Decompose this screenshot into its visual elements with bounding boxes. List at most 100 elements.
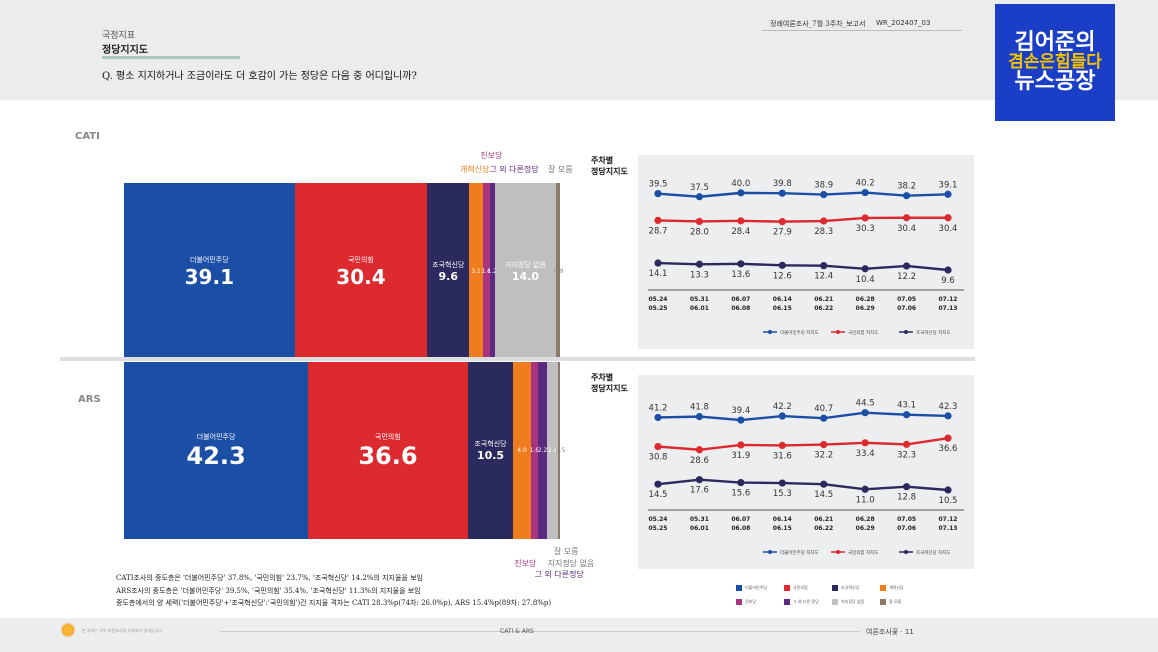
data-point xyxy=(902,262,911,270)
legend-item: 지지정당 없음 xyxy=(832,599,864,605)
data-label: 14.5 xyxy=(649,490,668,500)
data-label: 30.3 xyxy=(856,224,875,234)
data-label: 39.1 xyxy=(939,180,958,190)
data-point xyxy=(737,260,745,268)
footer-note: 본 자료는 모두 여론조사꽃 자체조사 결과입니다. xyxy=(82,628,164,633)
bar-segment-none: 2.4 xyxy=(547,362,558,539)
legend-color-swatch xyxy=(832,585,838,591)
data-label: 31.9 xyxy=(731,451,750,461)
data-point xyxy=(902,192,911,200)
data-label: 38.9 xyxy=(814,181,833,191)
data-label: 31.6 xyxy=(773,451,792,461)
data-label: 12.2 xyxy=(897,272,916,282)
x-tick-label: 05.31 xyxy=(690,296,709,303)
page-title: 정당지지도 xyxy=(102,45,148,56)
legend-color-swatch xyxy=(736,599,742,605)
data-label: 40.2 xyxy=(856,179,875,189)
header-category: 국정지표 xyxy=(102,31,136,41)
data-point xyxy=(861,439,869,447)
data-label: 32.3 xyxy=(897,450,916,460)
segment-value: 1.2 xyxy=(487,268,498,275)
data-point xyxy=(737,479,745,487)
data-label: 41.8 xyxy=(690,403,709,413)
data-label: 14.5 xyxy=(814,490,833,500)
external-label-reform: 개혁신당 xyxy=(459,165,490,174)
weekly-line-chart-cati: 39.5 37.5 40.0 39.8 38.9 40.2 38.2 39.1 28.7 28.0… xyxy=(648,179,964,336)
x-tick-label: 07.12 xyxy=(939,296,958,303)
data-point xyxy=(861,188,869,197)
x-tick-label: 06.22 xyxy=(814,305,833,312)
note-line: CATI조사의 중도층은 '더불어민주당' 37.8%, '국민의힘' 23.7… xyxy=(116,574,423,582)
data-point xyxy=(820,480,828,488)
data-point xyxy=(778,261,786,269)
data-point xyxy=(695,446,704,454)
data-point xyxy=(944,190,952,198)
data-point xyxy=(695,193,704,201)
x-tick-label: 06.01 xyxy=(690,305,709,312)
data-label: 15.6 xyxy=(731,489,750,499)
data-point xyxy=(944,266,952,274)
legend-text: 조국혁신당 xyxy=(841,585,860,590)
external-label-other: 그 외 다른정당 xyxy=(534,570,584,579)
data-point xyxy=(695,217,704,226)
data-point xyxy=(861,214,869,222)
legend-label: 더불어민주당 지지도 xyxy=(780,549,819,556)
data-label: 39.4 xyxy=(731,406,750,416)
data-label: 28.3 xyxy=(814,227,833,237)
segment-value: 39.1 xyxy=(184,264,234,289)
segment-value: 0.9 xyxy=(554,268,564,275)
data-point xyxy=(778,441,786,450)
header-band xyxy=(0,0,1158,100)
bar-segment-ppp: 국민의힘 30.4 xyxy=(294,183,428,360)
legend-color-swatch xyxy=(784,585,790,591)
series-line-1 xyxy=(657,216,948,223)
data-point xyxy=(737,416,745,424)
legend-color-swatch xyxy=(880,585,886,591)
data-point xyxy=(654,442,662,451)
segment-value: 9.6 xyxy=(438,270,459,283)
data-point xyxy=(820,440,828,449)
data-point xyxy=(902,440,911,448)
weekly-line-panel-cati: 39.5 37.5 40.0 39.8 38.9 40.2 38.2 39.1 28.7 28.0… xyxy=(638,155,974,349)
bar-segment-none: 지지정당 없음 14.0 xyxy=(494,183,557,360)
x-tick-label: 06.21 xyxy=(814,516,833,523)
weekly-title-line2: 정당지지도 xyxy=(591,167,628,176)
weekly-title-cati: 주차별 정당지지도 xyxy=(591,155,628,177)
legend-item: 국민의힘 xyxy=(784,585,808,591)
data-label: 9.6 xyxy=(941,276,955,286)
legend-item: 더불어민주당 xyxy=(736,585,767,591)
data-point xyxy=(944,486,952,494)
x-tick-label: 06.29 xyxy=(856,525,875,532)
document-code: WR_202407_03 xyxy=(876,19,931,27)
legend-text: 그 외 다른 정당 xyxy=(793,599,819,604)
logo-line-3: 뉴스공장 xyxy=(1014,69,1096,94)
x-tick-label: 06.08 xyxy=(731,305,750,312)
external-label-other: 그 외 다른정당 xyxy=(489,165,539,174)
data-label: 10.5 xyxy=(939,496,958,506)
segment-value: 30.4 xyxy=(336,264,386,289)
bar-segment-rebuild: 조국혁신당 10.5 xyxy=(467,362,514,539)
legend-label: 더불어민주당 지지도 xyxy=(780,329,819,336)
x-tick-label: 05.24 xyxy=(649,296,668,303)
bar-segment-reform: 3.1 xyxy=(469,183,483,360)
footer-page: 여론조사꽃 · 11 xyxy=(866,628,914,636)
x-tick-label: 06.07 xyxy=(731,296,750,303)
legend-marker xyxy=(768,550,772,554)
data-label: 39.8 xyxy=(773,179,792,189)
data-label: 12.6 xyxy=(773,271,792,281)
logo-line-1: 김어준의 xyxy=(1014,30,1096,55)
legend-text: 국민의힘 xyxy=(793,585,808,590)
data-point xyxy=(861,485,869,493)
x-tick-label: 07.05 xyxy=(897,296,916,303)
analysis-notes: CATI조사의 중도층은 '더불어민주당' 37.8%, '국민의힘' 23.7… xyxy=(116,572,551,610)
x-tick-label: 06.22 xyxy=(814,525,833,532)
data-point xyxy=(820,190,828,199)
legend-color-swatch xyxy=(736,585,742,591)
channel-logo: 김어준의 겸손은힘들다 뉴스공장 xyxy=(995,4,1115,121)
x-tick-label: 06.01 xyxy=(690,525,709,532)
series-line-1 xyxy=(657,436,949,451)
bar-segment-reform: 4.0 xyxy=(513,362,531,539)
bar-segment-dem: 더불어민주당 39.1 xyxy=(124,183,295,360)
segment-value: 42.3 xyxy=(186,441,246,470)
bar-segment-rebuild: 조국혁신당 9.6 xyxy=(427,183,470,360)
